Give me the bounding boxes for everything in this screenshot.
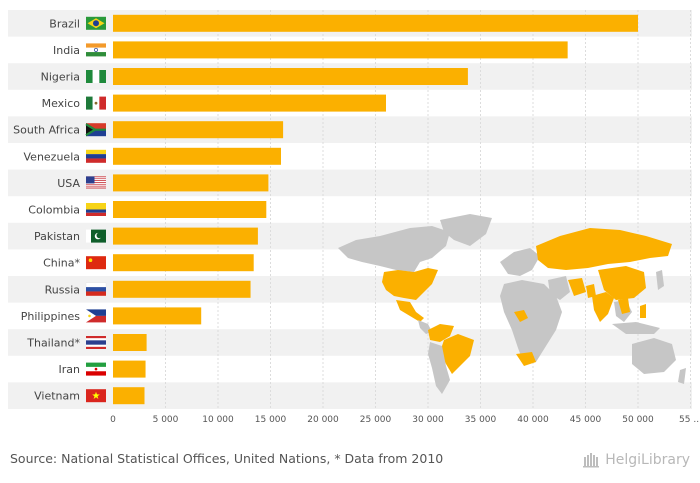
bar (113, 68, 468, 85)
map-japan (656, 270, 664, 290)
map-greenland (440, 214, 492, 246)
pakistan-flag-icon (86, 229, 106, 243)
russia-flag-icon (85, 282, 107, 296)
venezuela-flag-icon (86, 149, 106, 163)
category-label: Mexico (42, 97, 81, 110)
map-australia (632, 338, 676, 374)
map-north-america (338, 226, 450, 272)
map-indonesia (612, 322, 660, 334)
bar (113, 334, 147, 351)
map-south-america-rest (428, 342, 450, 394)
map-russia (536, 228, 672, 270)
x-tick-label: 45 000 (570, 415, 602, 425)
x-tick-label: 10 000 (202, 415, 234, 425)
row-band (8, 329, 692, 356)
x-tick-label: 55 ... (679, 415, 700, 425)
category-label: Vietnam (34, 390, 80, 403)
colombia-flag-icon (86, 203, 106, 216)
category-label: Colombia (28, 204, 80, 217)
row-band (8, 169, 692, 197)
map-brazil (440, 334, 474, 374)
category-label: Philippines (21, 310, 81, 323)
world-map (338, 214, 686, 394)
map-nigeria (514, 310, 528, 322)
chart-area: Brazil India Nigeria Mexico South Africa Vene… (8, 10, 700, 425)
row-band (8, 382, 692, 409)
category-label: Pakistan (34, 230, 80, 243)
map-thailand-vietnam (618, 298, 630, 314)
category-label: Thailand* (26, 337, 80, 350)
bar (113, 307, 202, 325)
bar (113, 14, 638, 32)
vietnam-flag-icon (86, 389, 106, 403)
map-mexico (396, 300, 424, 322)
map-south-africa (516, 352, 536, 366)
bar (113, 147, 281, 165)
philippines-flag-icon (86, 309, 106, 323)
bar (113, 94, 386, 112)
x-tick-label: 20 000 (307, 415, 339, 425)
category-label: USA (57, 177, 80, 190)
south-africa-flag-icon (85, 123, 106, 137)
category-label: Iran (59, 363, 81, 376)
bar (113, 201, 267, 218)
iran-flag-icon (86, 362, 106, 376)
category-label: Nigeria (41, 71, 80, 84)
map-china (598, 266, 646, 300)
x-tick-label: 15 000 (255, 415, 287, 425)
map-india (592, 292, 614, 322)
category-label: Brazil (49, 17, 80, 30)
bar-chart: Brazil India Nigeria Mexico South Africa Vene… (8, 10, 700, 425)
x-tick-label: 0 (110, 415, 116, 425)
bar (113, 174, 269, 192)
library-icon (583, 453, 600, 468)
nigeria-flag-icon (86, 70, 106, 83)
x-tick-label: 40 000 (517, 415, 549, 425)
map-philippines (640, 304, 646, 318)
brazil-flag-icon (86, 16, 106, 30)
x-tick-label: 50 000 (622, 415, 654, 425)
india-flag-icon (86, 43, 106, 57)
map-europe (500, 248, 540, 276)
category-label: India (53, 44, 80, 57)
category-label: Russia (45, 283, 80, 296)
brand-logo: HelgiLibrary (583, 450, 690, 470)
usa-flag-icon (86, 176, 106, 189)
bar (113, 360, 146, 378)
category-label: Venezuela (24, 150, 81, 163)
map-africa (500, 280, 562, 364)
thailand-flag-icon (86, 336, 106, 349)
source-note: Source: National Statistical Offices, Un… (10, 451, 444, 466)
map-usa (382, 268, 438, 300)
map-middle-east (548, 276, 570, 300)
bar (113, 41, 568, 59)
x-tick-label: 30 000 (412, 415, 444, 425)
mexico-flag-icon (86, 96, 106, 110)
map-pakistan (586, 284, 596, 298)
map-colombia-venezuela (428, 324, 454, 342)
map-iran (568, 278, 586, 296)
brand-name: HelgiLibrary (605, 452, 690, 468)
category-label: South Africa (13, 124, 80, 137)
row-band (8, 116, 692, 143)
bar (113, 254, 254, 272)
bar (113, 121, 284, 139)
bar (113, 387, 145, 405)
x-tick-label: 35 000 (465, 415, 497, 425)
x-tick-label: 25 000 (360, 415, 392, 425)
x-tick-label: 5 000 (153, 415, 179, 425)
china-flag-icon (86, 256, 106, 270)
bar (113, 280, 251, 298)
category-label: China* (43, 257, 80, 270)
map-new-zealand (678, 368, 686, 384)
bar (113, 227, 258, 245)
